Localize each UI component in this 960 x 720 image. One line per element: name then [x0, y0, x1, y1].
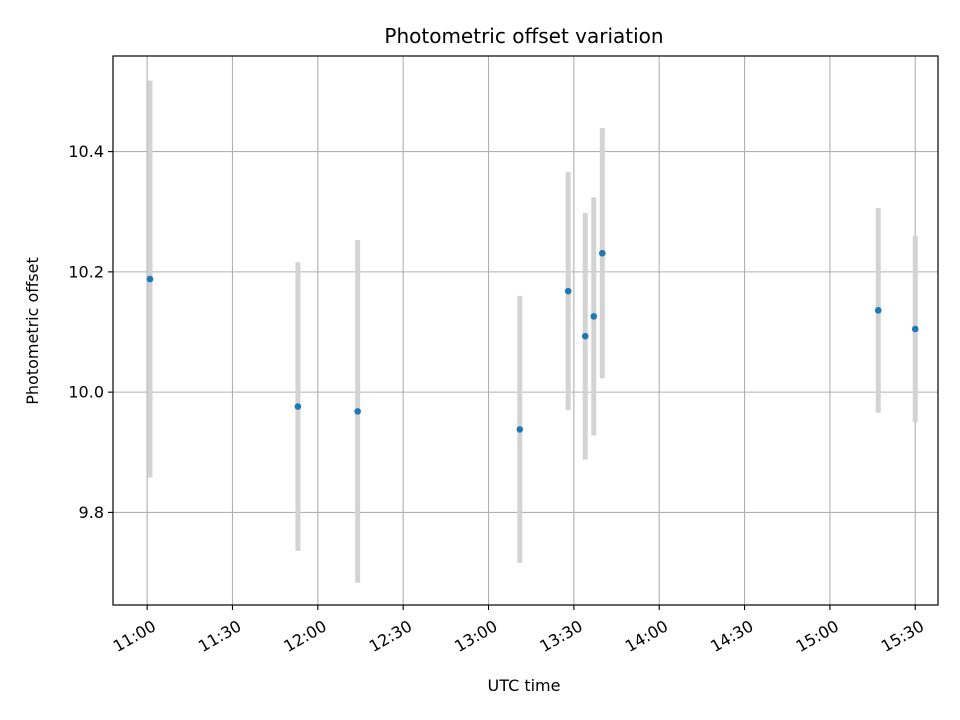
data-point	[911, 325, 919, 333]
chart-title: Photometric offset variation	[384, 24, 663, 48]
data-point	[564, 287, 572, 295]
data-point	[581, 332, 589, 340]
x-axis-label: UTC time	[488, 676, 561, 695]
data-point	[516, 426, 524, 433]
data-point	[354, 408, 361, 415]
data-point	[294, 403, 302, 410]
data-point	[590, 313, 598, 320]
data-point	[599, 249, 606, 257]
y-tick-label: 10.2	[68, 262, 104, 281]
y-tick-label: 10.0	[68, 383, 104, 402]
point-layer	[146, 249, 919, 433]
y-tick-label: 10.4	[68, 142, 104, 161]
plot-frame	[112, 55, 939, 606]
y-tick-label: 9.8	[79, 503, 104, 522]
data-point	[874, 307, 882, 314]
grid-layer	[113, 56, 938, 605]
y-axis-label: Photometric offset	[23, 257, 42, 405]
data-point	[146, 275, 154, 283]
